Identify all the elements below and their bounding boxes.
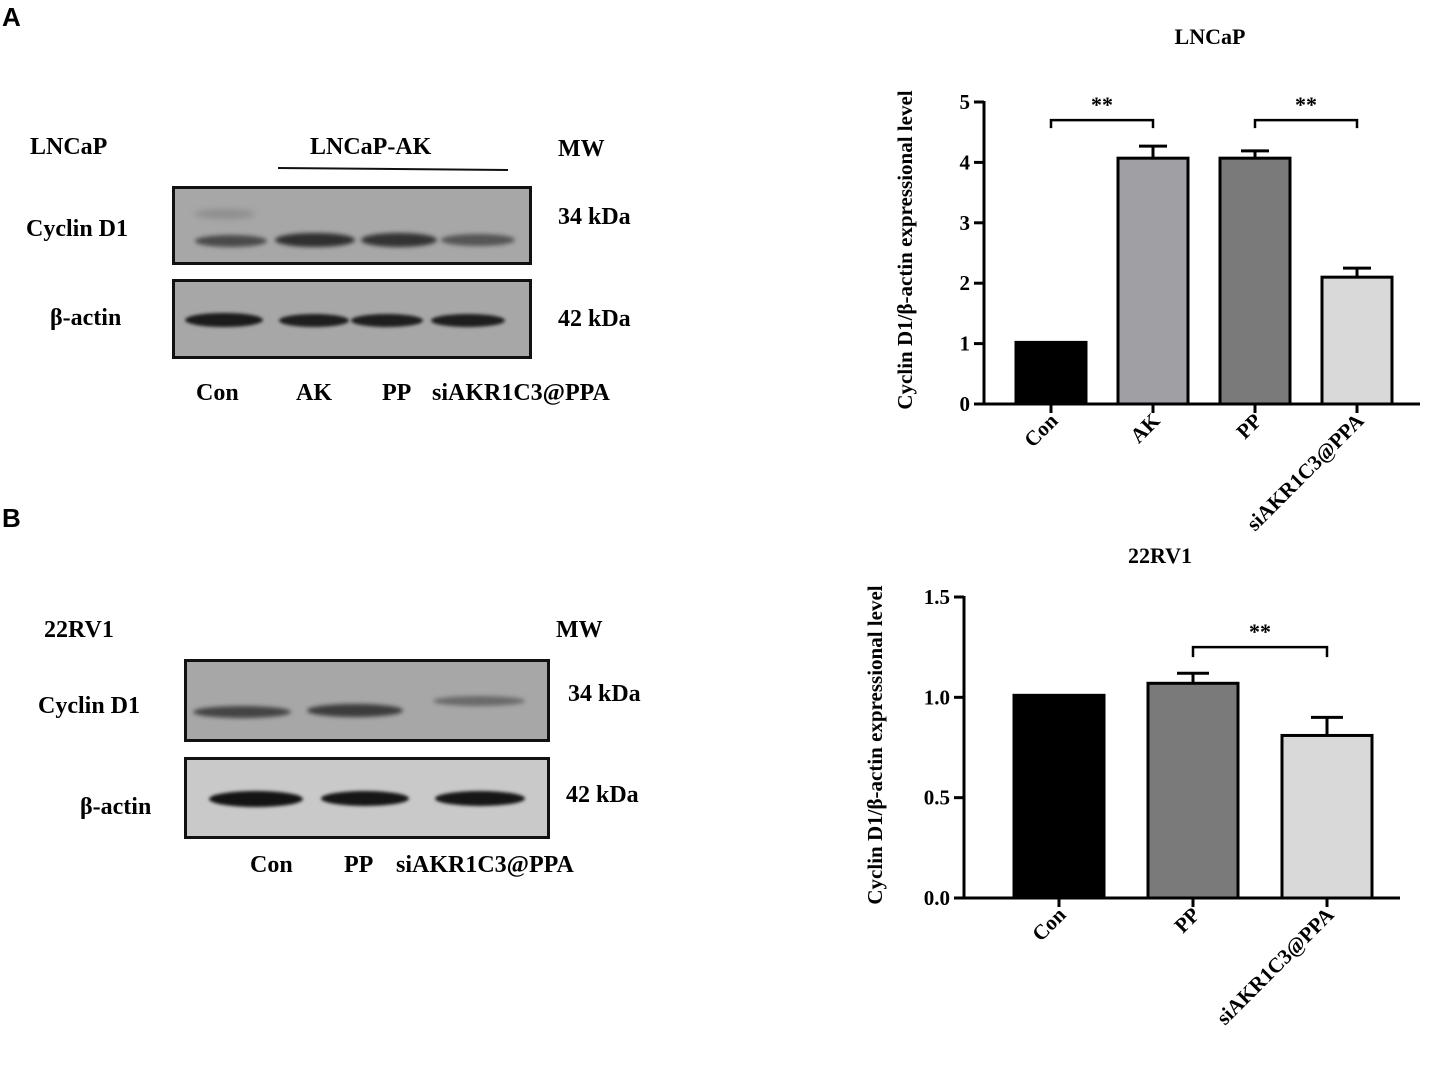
blot-a-actin-membrane	[172, 279, 532, 359]
blot-a-cyclin-band-con	[195, 235, 267, 247]
blot-b-cyclin-band-pp	[307, 704, 403, 717]
chart-b-ytick-label: 0.5	[924, 786, 950, 810]
chart-a-significance-label: **	[1091, 92, 1113, 117]
chart-b-xtick-label: siAKR1C3@PPA	[1212, 902, 1340, 1030]
chart-b-bar	[1146, 681, 1240, 900]
blot-a-cyclin-band-pp	[361, 233, 437, 247]
blot-a-row-label-actin: β-actin	[50, 305, 122, 331]
blot-a-actin-band-ak	[279, 314, 349, 327]
blot-a-cell-label: LNCaP	[30, 134, 108, 160]
blot-b-actin-band-pp	[321, 791, 409, 806]
blot-b-mw-label: MW	[556, 617, 603, 643]
chart-b-significance-label: **	[1249, 619, 1271, 644]
blot-a-mw-label: MW	[558, 136, 605, 162]
chart-a-significance-bracket	[1253, 118, 1359, 129]
blot-b-actin-band-siakr	[435, 791, 525, 806]
chart-a-significance-label: **	[1295, 92, 1317, 117]
blot-b-cyclin-membrane	[184, 659, 550, 742]
chart-b-bar	[1280, 733, 1374, 900]
chart-b-significance-bracket	[1191, 645, 1329, 658]
chart-b-ylabel: Cyclin D1/β-actin expressional level	[863, 585, 887, 904]
blot-b-cyclin-band-siakr	[433, 696, 525, 706]
blot-b-lane-siakr: siAKR1C3@PPA	[396, 852, 574, 878]
chart-a-bar	[1320, 275, 1394, 406]
blot-a-actin-band-pp	[351, 314, 423, 327]
chart-b-ytick-label: 1.0	[924, 685, 950, 709]
blot-b-mw-actin: 42 kDa	[566, 782, 639, 808]
blot-b-actin-membrane	[184, 757, 550, 839]
blot-a-cyclin-band-siakr	[441, 234, 515, 246]
blot-a-lane-con: Con	[196, 380, 239, 406]
blot-b-lane-pp: PP	[344, 852, 374, 878]
chart-a-ytick-label: 5	[960, 90, 971, 114]
blot-a-cyclin-upper-band	[195, 209, 255, 219]
blot-b-cyclin-band-con	[193, 706, 291, 718]
chart-b-xtick-label: Con	[1027, 902, 1071, 946]
chart-a-title: LNCaP	[1175, 24, 1246, 49]
blot-b-lane-con: Con	[250, 852, 293, 878]
chart-a-ytick-label: 2	[960, 271, 971, 295]
blot-b-row-label-actin: β-actin	[80, 794, 152, 820]
blot-a-cyclin-band-ak	[275, 233, 355, 247]
chart-b-bar	[1012, 693, 1106, 900]
blot-a-group-label: LNCaP-AK	[310, 134, 432, 160]
blot-b-row-label-cyclin: Cyclin D1	[38, 693, 140, 719]
panel-a-letter: A	[2, 2, 21, 32]
chart-b-title: 22RV1	[1128, 543, 1192, 568]
chart-b-ytick-label: 0.0	[924, 886, 950, 910]
panel-b-letter: B	[2, 503, 21, 533]
blot-a-lane-pp: PP	[382, 380, 412, 406]
blot-a-mw-cyclin: 34 kDa	[558, 204, 631, 230]
chart-b-ytick-label: 1.5	[924, 585, 950, 609]
chart-a-significance-bracket	[1049, 118, 1155, 129]
blot-a-actin-band-siakr	[431, 314, 505, 327]
chart-a-ytick-label: 4	[960, 150, 971, 174]
blot-b-cell-label: 22RV1	[44, 617, 114, 643]
blot-a-mw-actin: 42 kDa	[558, 306, 631, 332]
blot-b-mw-cyclin: 34 kDa	[568, 681, 641, 707]
blot-a-lane-siakr: siAKR1C3@PPA	[432, 380, 610, 406]
chart-a-ytick-label: 0	[960, 392, 971, 416]
blot-a-actin-band-con	[185, 313, 263, 327]
chart-a-ytick-label: 1	[960, 332, 971, 356]
chart-a-ytick-label: 3	[960, 211, 971, 235]
blot-a-cyclin-membrane	[172, 186, 532, 265]
blot-a-lane-ak: AK	[296, 380, 332, 406]
chart-b-xtick-label: PP	[1169, 902, 1204, 937]
chart-a-ylabel: Cyclin D1/β-actin expressional level	[893, 90, 917, 409]
blot-b-actin-band-con	[209, 791, 303, 807]
blot-a-row-label-cyclin: Cyclin D1	[26, 216, 128, 242]
